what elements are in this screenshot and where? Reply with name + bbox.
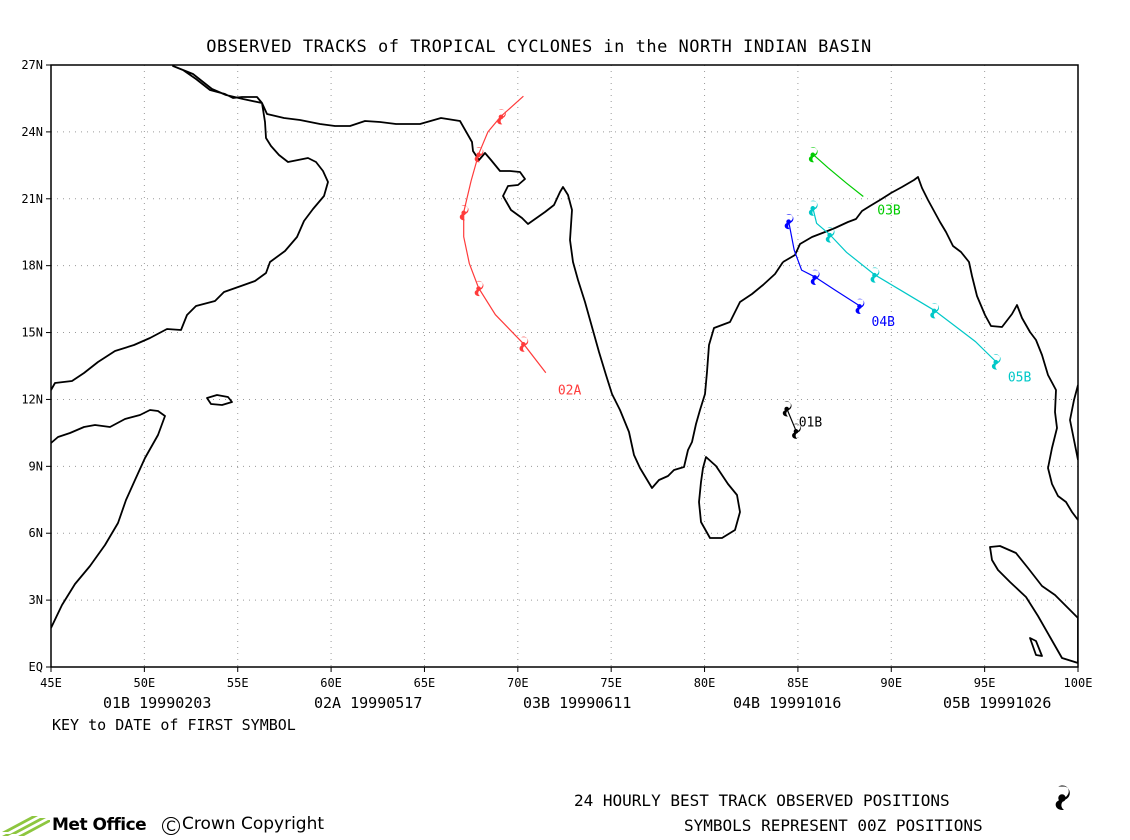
tropical-cyclone-icon xyxy=(1055,785,1070,811)
cyclone-position-icon xyxy=(810,269,820,285)
met-office-logo: Met Office xyxy=(2,812,147,838)
coastlines xyxy=(51,65,1078,664)
cyclone-position-icon xyxy=(991,354,1001,370)
lon-tick-label: 80E xyxy=(694,676,716,690)
key-label: KEY to DATE of FIRST SYMBOL xyxy=(52,716,296,734)
lon-tick-label: 60E xyxy=(320,676,342,690)
key-storm-id: 02A xyxy=(314,694,342,712)
cyclone-tracks xyxy=(459,95,1001,439)
track-line-03B xyxy=(812,153,864,197)
legend-line-2: SYMBOLS REPRESENT 00Z POSITIONS xyxy=(684,816,983,835)
lon-tick-label: 90E xyxy=(880,676,902,690)
lon-tick-label: 70E xyxy=(507,676,529,690)
lat-tick-label: 9N xyxy=(29,459,43,473)
lat-tick-label: 21N xyxy=(21,192,43,206)
lat-tick-label: 12N xyxy=(21,392,43,406)
axis-tick-labels: 45E 50E 55E 60E 65E 70E 75E 80E 85E 90E 95E 100E EQ 3… xyxy=(21,58,1092,690)
coastline-socotra xyxy=(206,394,233,406)
cyclone-position-icon xyxy=(930,303,940,319)
lon-tick-label: 50E xyxy=(134,676,156,690)
lat-tick-label: 24N xyxy=(21,125,43,139)
lon-tick-label: 45E xyxy=(40,676,62,690)
cyclone-position-icon xyxy=(784,214,794,230)
key-storm-date: 19990611 xyxy=(559,694,632,712)
met-office-stripes-icon xyxy=(2,816,50,836)
lon-tick-label: 85E xyxy=(787,676,809,690)
lon-tick-label: 65E xyxy=(414,676,436,690)
key-entry-04B: 04B 19991016 xyxy=(733,694,841,712)
track-line-05B xyxy=(812,207,997,362)
lat-tick-label: 18N xyxy=(21,259,43,273)
storm-label-05B: 05B xyxy=(1008,371,1032,386)
key-entry-05B: 05B 19991026 xyxy=(943,694,1051,712)
key-storm-date: 19990203 xyxy=(139,694,212,712)
lat-tick-label: 27N xyxy=(21,58,43,72)
key-storm-id: 03B xyxy=(523,694,551,712)
plot-frame xyxy=(50,64,1079,668)
key-storm-id: 04B xyxy=(733,694,761,712)
lat-tick-label: 6N xyxy=(29,526,43,540)
logo-text: Met Office xyxy=(52,815,147,835)
key-entry-01B: 01B 19990203 xyxy=(103,694,211,712)
coastline-small-island xyxy=(1029,637,1043,657)
key-storm-date: 19990517 xyxy=(350,694,423,712)
lon-tick-label: 95E xyxy=(974,676,996,690)
cyclone-position-icon xyxy=(808,200,818,216)
cyclone-position-icon xyxy=(497,109,506,125)
coastline-malaya-sumatra xyxy=(989,545,1078,664)
storm-label-01B: 01B xyxy=(799,415,823,430)
key-entry-03B: 03B 19990611 xyxy=(523,694,631,712)
coastline-east-edge xyxy=(1069,384,1078,461)
copyright-icon: C xyxy=(162,817,180,835)
storm-labels: 01B 02A 03B 04B 05B xyxy=(558,204,1032,431)
coastline-sri-lanka xyxy=(698,456,741,539)
key-storm-id: 05B xyxy=(943,694,971,712)
lat-tick-label: 3N xyxy=(29,593,43,607)
storm-label-02A: 02A xyxy=(558,384,582,399)
copyright-notice: C Crown Copyright xyxy=(162,814,324,835)
cyclone-position-icon xyxy=(782,401,792,417)
key-storm-id: 01B xyxy=(103,694,131,712)
lat-tick-label: 15N xyxy=(21,326,43,340)
lon-tick-label: 75E xyxy=(600,676,622,690)
map-title: OBSERVED TRACKS of TROPICAL CYCLONES in … xyxy=(206,37,872,57)
coastline-arabia-india xyxy=(51,65,784,489)
coastline-bay-of-bengal xyxy=(782,176,1078,521)
storm-label-04B: 04B xyxy=(872,315,896,330)
key-storm-date: 19991016 xyxy=(769,694,842,712)
storm-label-03B: 03B xyxy=(877,204,901,219)
copyright-text: Crown Copyright xyxy=(182,814,325,834)
cyclone-position-icon xyxy=(519,336,529,352)
track-line-04B xyxy=(788,220,860,307)
track-line-01B xyxy=(786,408,797,431)
lat-tick-label: EQ xyxy=(29,660,43,674)
cyclone-position-icon xyxy=(855,298,865,314)
coastline-horn-of-africa xyxy=(51,409,166,629)
cyclone-position-icon xyxy=(808,147,818,163)
key-storm-date: 19991026 xyxy=(979,694,1052,712)
cyclone-position-icon xyxy=(870,267,880,283)
lon-tick-label: 55E xyxy=(227,676,249,690)
lat-lon-grid xyxy=(51,65,1078,667)
lon-tick-label: 100E xyxy=(1064,676,1093,690)
legend-line-1: 24 HOURLY BEST TRACK OBSERVED POSITIONS xyxy=(574,791,950,810)
track-line-02A xyxy=(463,95,547,374)
key-entry-02A: 02A 19990517 xyxy=(314,694,422,712)
